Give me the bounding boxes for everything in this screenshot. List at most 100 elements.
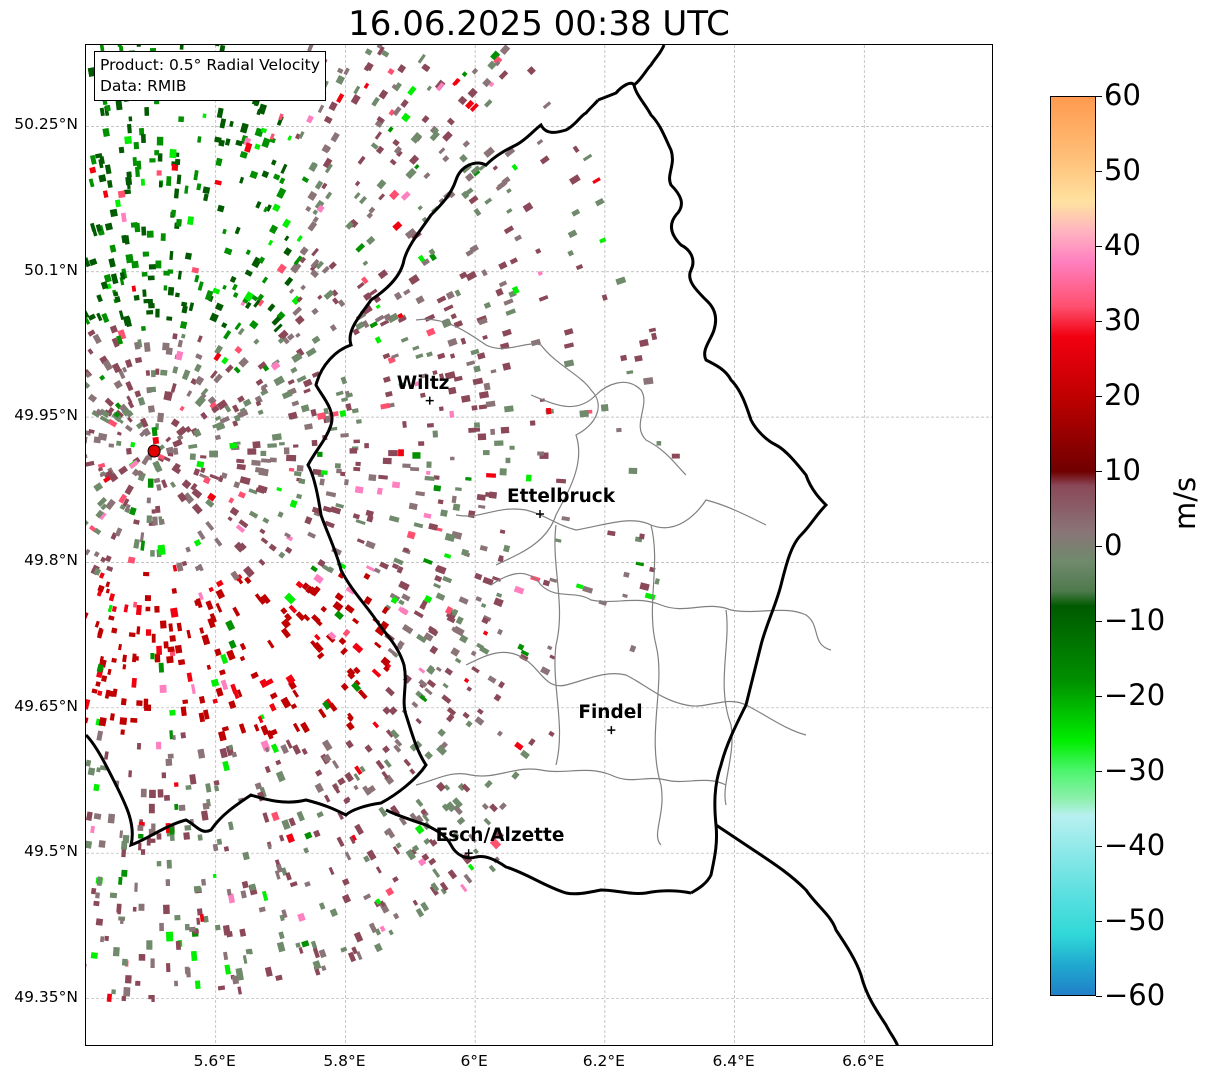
velocity-pixel [356, 950, 363, 961]
velocity-pixel [131, 260, 139, 269]
velocity-pixel [202, 113, 207, 119]
velocity-pixel [125, 253, 134, 264]
velocity-pixel [108, 593, 115, 602]
velocity-pixel [344, 851, 352, 861]
velocity-pixel [429, 130, 440, 142]
velocity-pixel [397, 640, 405, 648]
velocity-pixel [279, 442, 285, 446]
velocity-pixel [537, 451, 544, 456]
velocity-pixel [276, 941, 286, 953]
velocity-pixel [479, 545, 488, 552]
velocity-pixel [466, 686, 473, 692]
velocity-pixel [255, 487, 266, 494]
velocity-pixel [465, 270, 478, 282]
velocity-pixel [234, 226, 241, 235]
velocity-pixel [99, 471, 107, 478]
velocity-pixel [459, 271, 468, 280]
velocity-pixel [196, 908, 203, 916]
velocity-pixel [213, 780, 220, 786]
velocity-pixel [424, 313, 436, 322]
country-border [86, 99, 600, 848]
velocity-pixel [120, 698, 127, 706]
velocity-pixel [90, 887, 97, 895]
velocity-pixel [152, 516, 158, 526]
velocity-pixel [383, 665, 390, 673]
velocity-pixel [227, 516, 233, 522]
velocity-pixel [235, 524, 246, 533]
velocity-pixel [267, 639, 275, 649]
velocity-pixel [479, 645, 490, 655]
velocity-pixel [437, 728, 446, 737]
velocity-pixel [196, 917, 201, 925]
velocity-pixel [470, 348, 480, 356]
velocity-pixel [135, 980, 141, 986]
velocity-pixel [281, 909, 288, 919]
velocity-pixel [635, 561, 645, 567]
velocity-pixel [190, 378, 198, 386]
velocity-pixel [96, 294, 103, 303]
velocity-pixel [283, 247, 292, 256]
velocity-pixel [156, 860, 162, 867]
velocity-pixel [446, 713, 455, 723]
velocity-pixel [261, 276, 269, 284]
velocity-pixel [233, 541, 245, 553]
velocity-pixel [361, 276, 369, 285]
velocity-pixel [190, 684, 196, 695]
velocity-pixel [124, 317, 132, 328]
velocity-pixel [200, 810, 209, 821]
velocity-pixel [485, 492, 493, 498]
velocity-pixel [305, 585, 314, 594]
velocity-pixel [461, 394, 471, 403]
velocity-pixel [165, 758, 173, 766]
velocity-pixel [592, 177, 601, 185]
velocity-pixel [165, 879, 171, 887]
colorbar-tick-label: 20 [1104, 378, 1141, 412]
velocity-pixel [517, 643, 525, 651]
velocity-pixel [174, 644, 183, 654]
velocity-pixel [416, 633, 427, 644]
velocity-pixel [387, 647, 398, 657]
velocity-pixel [365, 540, 376, 550]
velocity-pixel [103, 751, 109, 760]
velocity-pixel [147, 405, 155, 413]
velocity-pixel [140, 178, 145, 186]
velocity-pixel [128, 770, 133, 778]
velocity-pixel [294, 315, 305, 325]
velocity-pixel [316, 204, 325, 213]
velocity-pixel [243, 291, 254, 302]
velocity-pixel [419, 694, 428, 703]
velocity-pixel [135, 656, 139, 661]
velocity-pixel [220, 653, 229, 665]
velocity-pixel [312, 216, 319, 223]
velocity-pixel [446, 707, 457, 716]
velocity-pixel [104, 164, 112, 175]
velocity-pixel [147, 298, 153, 304]
velocity-pixel [396, 150, 403, 157]
velocity-pixel [233, 414, 241, 422]
velocity-pixel [310, 940, 318, 950]
velocity-pixel [310, 565, 318, 573]
product-label: Product: 0.5° Radial Velocity [100, 56, 320, 74]
colorbar-tick-label: −20 [1104, 678, 1166, 712]
velocity-pixel [122, 654, 128, 663]
velocity-pixel [401, 112, 411, 123]
velocity-pixel [352, 642, 364, 654]
velocity-pixel [125, 447, 132, 455]
velocity-pixel [303, 388, 311, 394]
velocity-pixel [359, 195, 367, 205]
velocity-pixel [197, 281, 204, 291]
velocity-pixel [493, 597, 504, 608]
velocity-pixel [212, 421, 223, 429]
velocity-pixel [185, 967, 191, 978]
velocity-pixel [197, 748, 206, 759]
velocity-pixel [276, 263, 287, 274]
velocity-pixel [505, 308, 516, 316]
velocity-pixel [569, 174, 581, 185]
velocity-pixel [190, 482, 198, 491]
colorbar-tick-label: 0 [1104, 528, 1123, 562]
velocity-pixel [304, 881, 311, 888]
velocity-pixel [435, 781, 446, 792]
velocity-pixel [271, 811, 280, 822]
radar-map[interactable] [85, 44, 993, 1046]
velocity-pixel [307, 221, 318, 232]
